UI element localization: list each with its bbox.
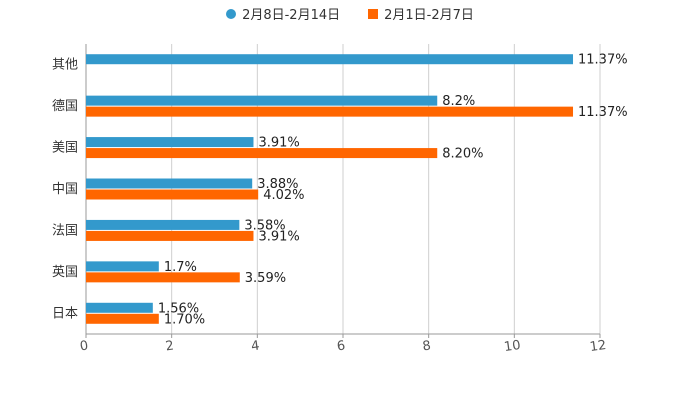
category-label: 中国 [52,182,78,197]
legend-label-series-2: 2月1日-2月7日 [384,8,474,23]
circle-marker-icon [226,8,237,19]
category-label: 其他 [52,58,78,73]
bar-series-2 [86,106,574,117]
bar-series-2 [86,148,438,159]
x-tick-label: 0 [79,338,89,354]
bar-series-1 [86,178,253,189]
legend: 2月8日-2月14日 2月1日-2月7日 [0,4,700,23]
x-tick-label: 6 [336,338,346,354]
data-label: 4.02% [263,188,304,203]
data-label: 1.7% [164,260,197,275]
category-label: 日本 [52,306,78,321]
legend-label-series-1: 2月8日-2月14日 [242,8,341,23]
x-tick-label: 8 [422,338,432,354]
category-label: 德国 [52,99,78,114]
bar-series-2 [86,272,240,283]
bar-series-1 [86,302,153,313]
data-label: 3.59% [245,271,286,286]
category-label: 法国 [52,223,78,238]
data-label: 3.91% [258,136,299,151]
bar-series-2 [86,230,254,241]
bar-series-2 [86,189,259,200]
data-label: 8.2% [442,94,475,109]
x-tick-label: 4 [250,338,260,354]
legend-item-series-2[interactable]: 2月1日-2月7日 [368,4,474,23]
bar-series-2 [86,313,159,324]
data-label: 1.70% [164,312,205,327]
category-label: 英国 [52,265,78,280]
x-tick-label: 10 [503,338,521,355]
data-label: 3.58% [244,218,285,233]
x-tick-label: 2 [165,338,175,354]
square-marker-icon [368,8,379,19]
bar-series-1 [86,219,240,230]
bar-series-1 [86,95,438,106]
data-label: 1.56% [158,301,199,316]
data-label: 8.20% [442,147,483,162]
legend-item-series-1[interactable]: 2月8日-2月14日 [226,4,340,23]
bar-series-1 [86,261,159,272]
data-label: 11.37% [578,53,628,68]
data-label: 3.91% [258,229,299,244]
data-label: 11.37% [578,105,628,120]
x-tick-label: 12 [589,338,607,355]
category-label: 美国 [52,141,78,156]
data-label: 3.88% [257,177,298,192]
bar-series-1 [86,137,254,148]
bar-series-1 [86,54,574,65]
